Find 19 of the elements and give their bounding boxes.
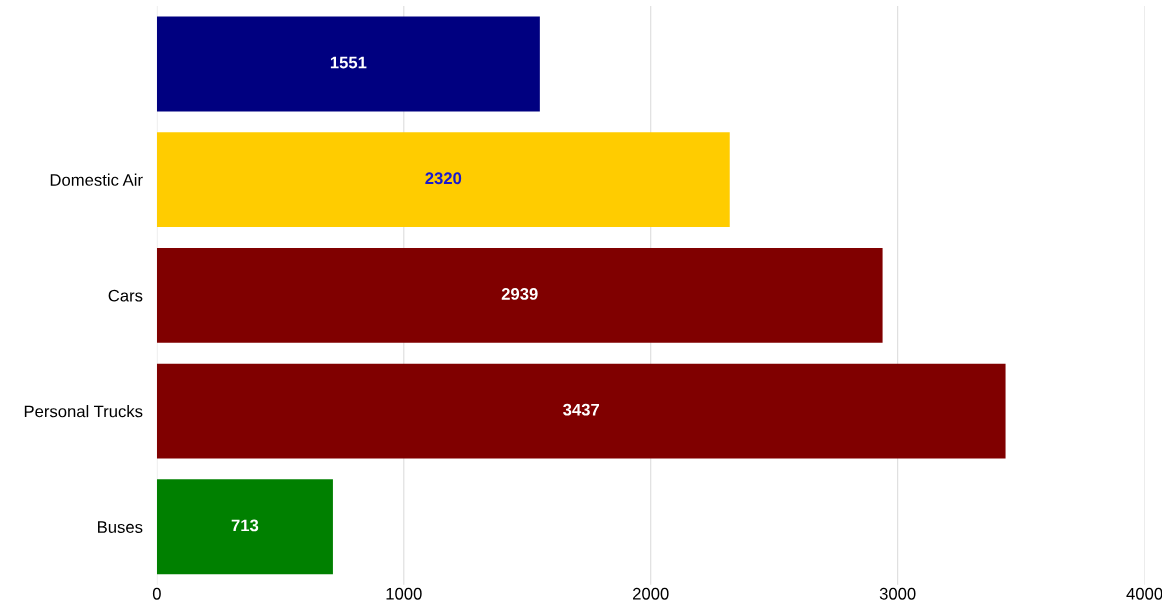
bar <box>156 16 540 112</box>
bar <box>156 247 883 343</box>
x-tick-label: 4000 <box>1126 587 1162 600</box>
y-tick-label: Buses <box>98 521 143 533</box>
bar <box>156 363 1006 459</box>
bar <box>156 132 730 228</box>
data-label: 713 <box>231 519 259 532</box>
x-tick-label: 3000 <box>879 587 916 600</box>
x-tick-label: 0 <box>152 587 161 600</box>
x-tick-label: 1000 <box>386 587 422 600</box>
data-label: 2320 <box>425 172 462 185</box>
y-tick-label: Domestic Air <box>50 173 143 186</box>
data-label: 1551 <box>330 56 367 69</box>
data-label: 3437 <box>563 403 600 416</box>
data-label: 2939 <box>501 288 538 300</box>
bar <box>156 479 333 575</box>
x-tick-label: 2000 <box>633 587 669 600</box>
y-tick-label: Cars <box>108 289 143 302</box>
y-tick-label: Personal Trucks <box>24 405 143 418</box>
